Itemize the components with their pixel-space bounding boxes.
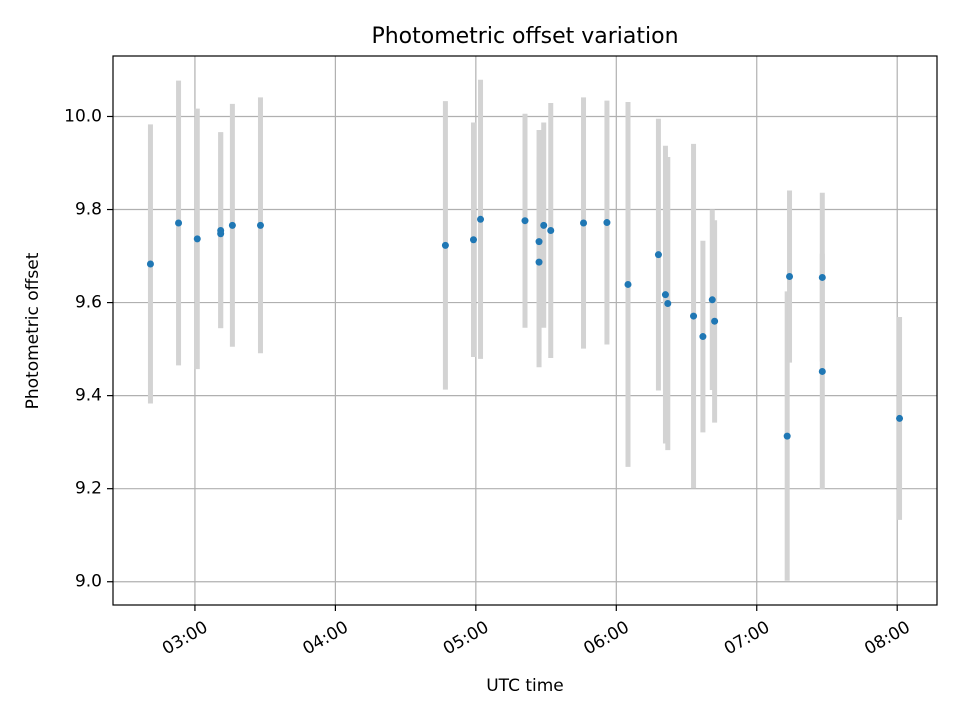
data-point bbox=[580, 219, 588, 227]
data-point bbox=[521, 217, 529, 225]
data-point bbox=[690, 312, 698, 320]
data-point bbox=[661, 291, 669, 299]
data-point bbox=[146, 260, 154, 268]
y-tick-label: 10.0 bbox=[64, 106, 102, 126]
data-point bbox=[217, 230, 225, 238]
data-point bbox=[441, 241, 449, 249]
x-axis-label: UTC time bbox=[486, 676, 564, 696]
y-tick-label: 9.4 bbox=[75, 386, 102, 406]
y-axis-ticks: 9.0 9.2 9.4 9.6 9.8 10.0 bbox=[64, 106, 113, 592]
chart-title: Photometric offset variation bbox=[371, 24, 678, 49]
data-point bbox=[477, 215, 485, 223]
data-point bbox=[896, 414, 904, 422]
y-tick-label: 9.8 bbox=[75, 200, 102, 220]
data-point bbox=[818, 367, 826, 375]
plot-frame bbox=[112, 55, 938, 606]
data-point bbox=[783, 432, 791, 440]
y-axis-label: Photometric offset bbox=[23, 252, 43, 409]
data-point bbox=[603, 219, 611, 227]
data-point bbox=[624, 280, 632, 288]
data-point bbox=[708, 296, 716, 304]
data-point bbox=[818, 273, 826, 281]
data-point bbox=[228, 221, 236, 229]
data-point bbox=[193, 235, 201, 243]
data-point bbox=[654, 251, 662, 259]
data-point bbox=[175, 219, 183, 227]
data-point bbox=[470, 236, 477, 244]
data-point bbox=[786, 273, 794, 281]
data-point bbox=[711, 317, 719, 325]
data-point bbox=[535, 258, 543, 266]
y-tick-label: 9.6 bbox=[75, 293, 102, 313]
data-points bbox=[146, 215, 904, 440]
y-tick-label: 9.0 bbox=[75, 572, 102, 592]
data-point bbox=[547, 226, 555, 234]
data-point bbox=[540, 221, 548, 229]
data-point bbox=[664, 300, 672, 308]
y-tick-label: 9.2 bbox=[75, 479, 102, 499]
data-point bbox=[535, 238, 543, 246]
data-point bbox=[699, 333, 707, 341]
data-point bbox=[256, 221, 264, 229]
